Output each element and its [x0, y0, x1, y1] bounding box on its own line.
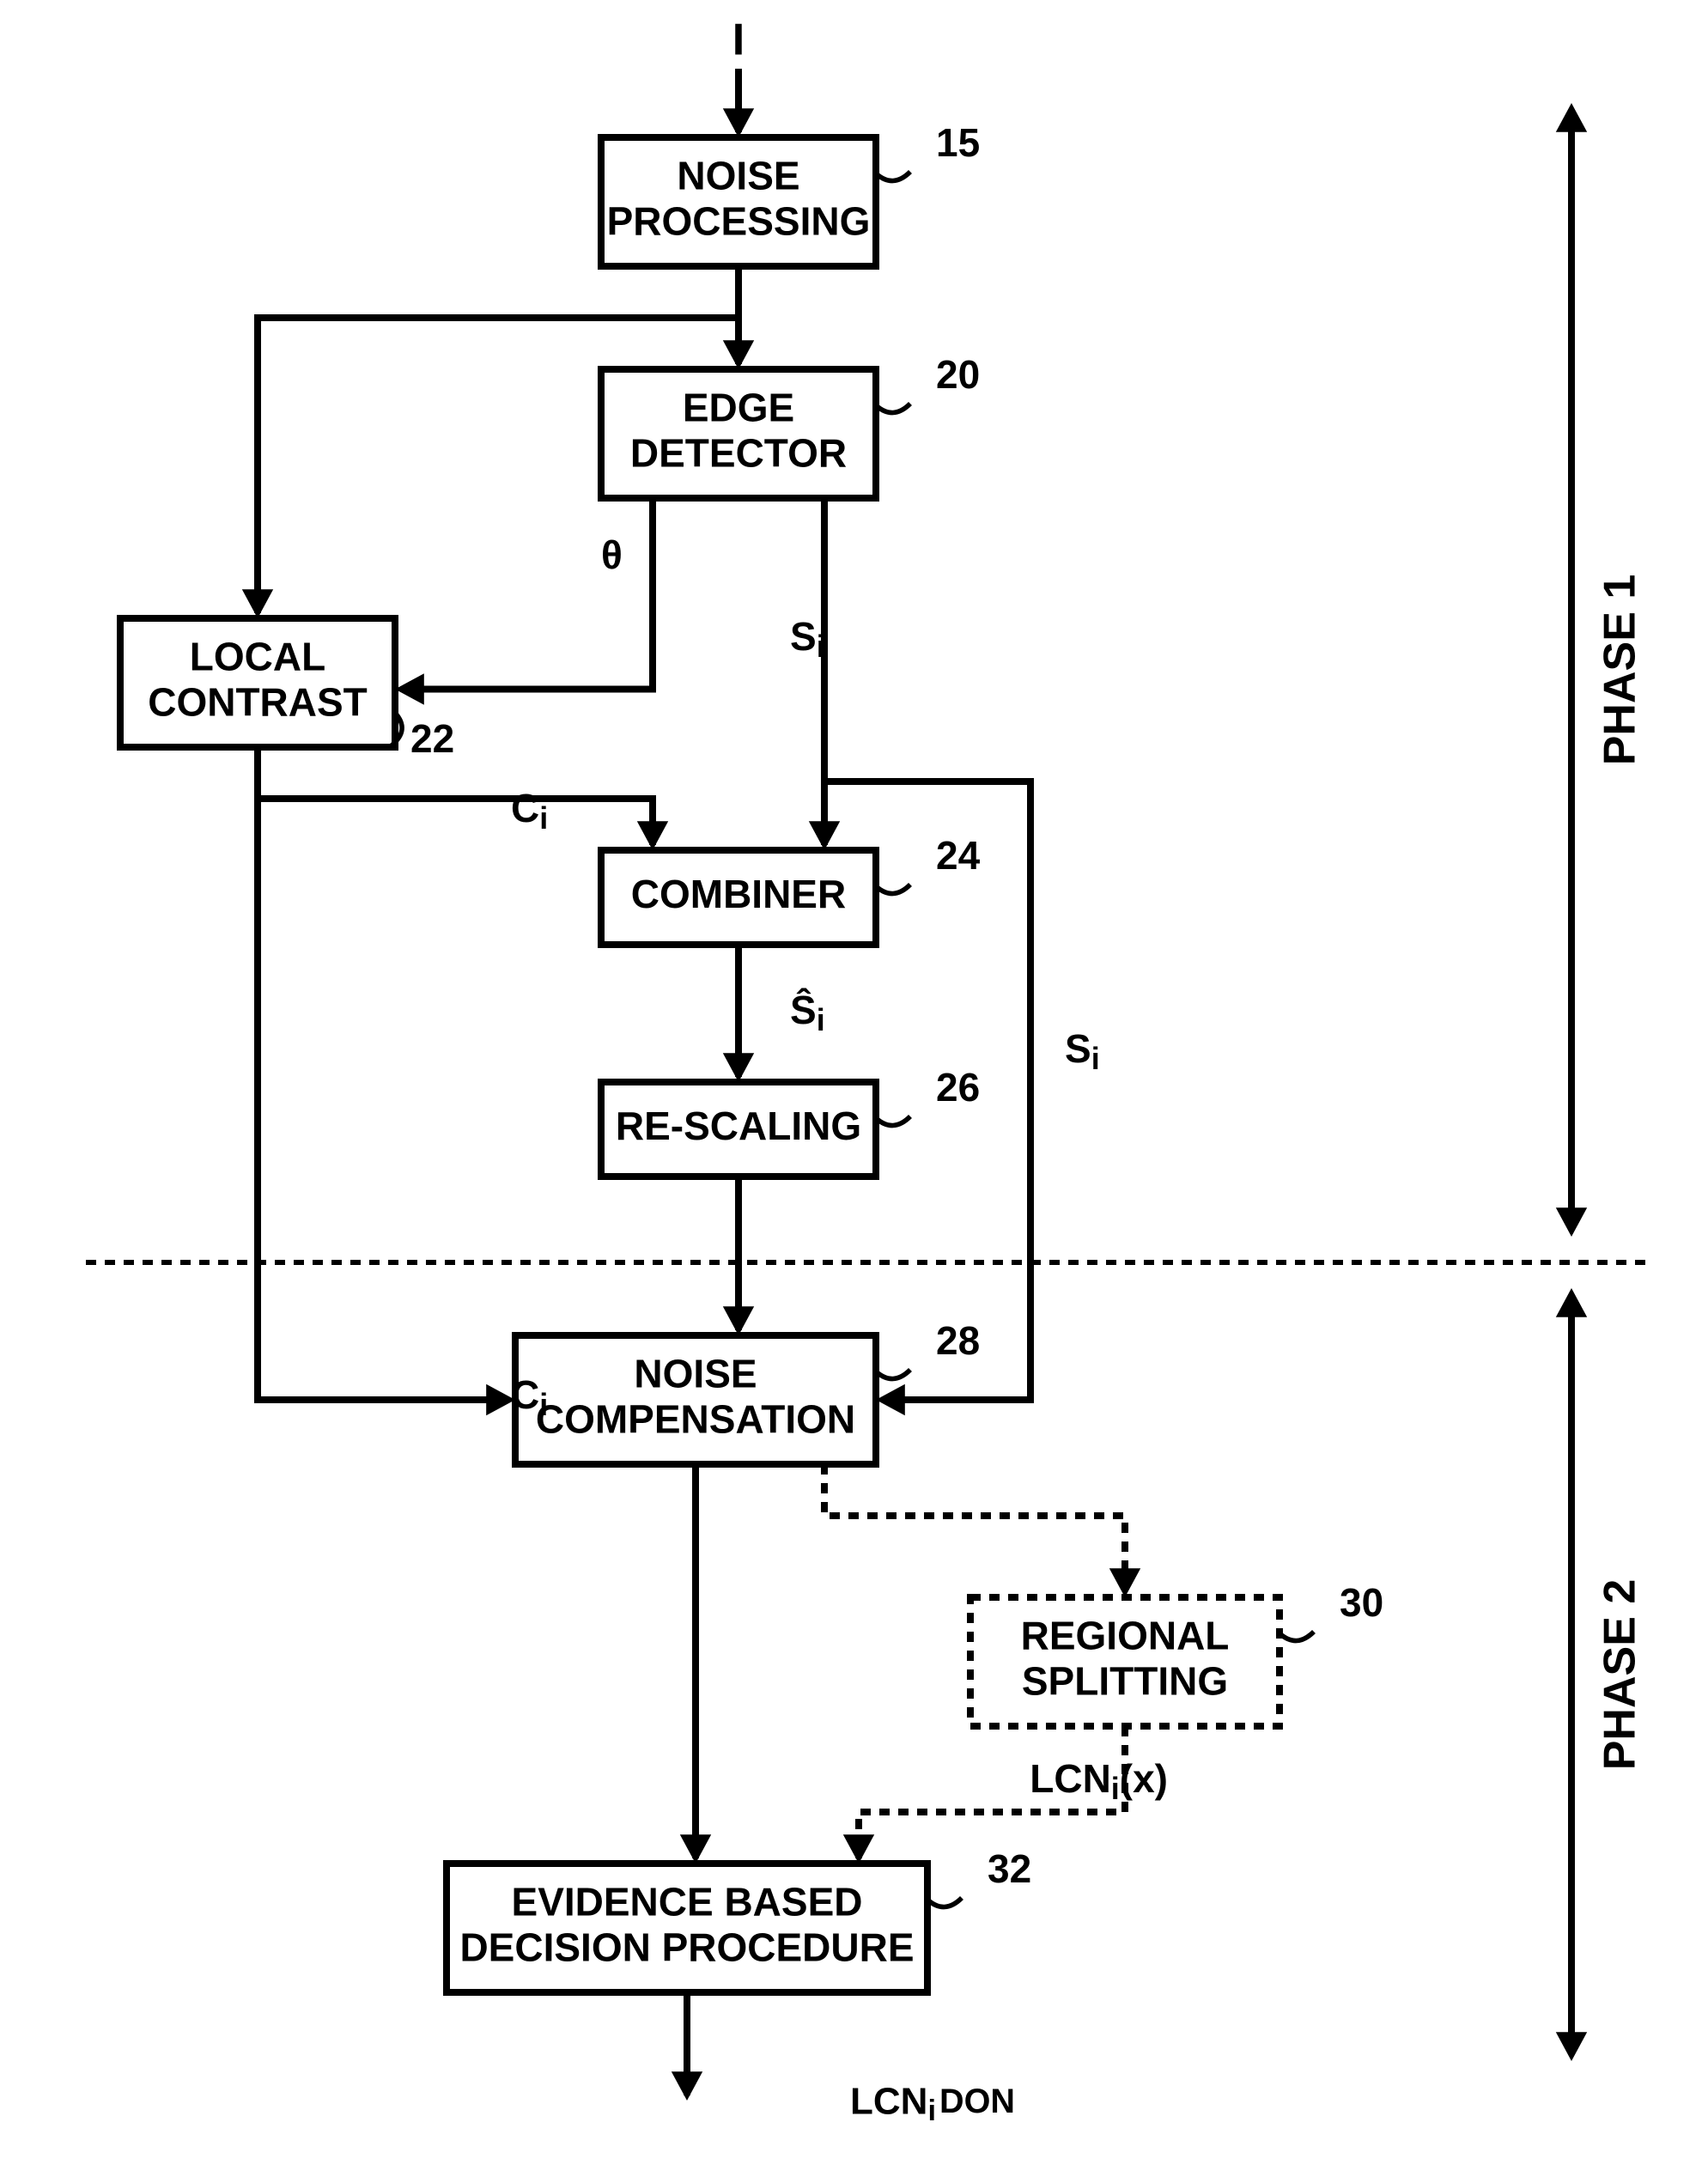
- svg-text:EVIDENCE BASED: EVIDENCE BASED: [512, 1880, 863, 1925]
- svg-text:24: 24: [936, 833, 981, 878]
- svg-text:20: 20: [936, 352, 980, 397]
- svg-text:NOISE: NOISE: [677, 154, 799, 198]
- svg-text:Ci: Ci: [511, 786, 548, 836]
- svg-text:COMPENSATION: COMPENSATION: [536, 1397, 855, 1442]
- svg-text:32: 32: [988, 1846, 1031, 1891]
- svg-text:Si: Si: [1065, 1026, 1100, 1076]
- svg-text:REGIONAL: REGIONAL: [1021, 1614, 1230, 1658]
- svg-text:PROCESSING: PROCESSING: [607, 199, 871, 244]
- svg-text:RE-SCALING: RE-SCALING: [616, 1104, 861, 1148]
- svg-text:LCNi(x): LCNi(x): [1030, 1756, 1168, 1806]
- svg-text:DECISION PROCEDURE: DECISION PROCEDURE: [459, 1925, 914, 1970]
- svg-text:LOCAL: LOCAL: [190, 635, 325, 679]
- svg-text:θ: θ: [601, 532, 623, 577]
- svg-text:28: 28: [936, 1318, 980, 1363]
- svg-text:NOISE: NOISE: [634, 1352, 757, 1396]
- svg-text:CONTRAST: CONTRAST: [148, 680, 368, 725]
- svg-text:30: 30: [1340, 1580, 1383, 1625]
- svg-text:I: I: [732, 15, 745, 65]
- svg-text:SPLITTING: SPLITTING: [1022, 1659, 1228, 1704]
- svg-text:EDGE: EDGE: [683, 386, 794, 430]
- svg-text:LCNiDON: LCNiDON: [850, 2081, 1015, 2128]
- svg-text:Si: Si: [790, 614, 825, 664]
- svg-text:Ŝi: Ŝi: [790, 988, 825, 1037]
- svg-text:22: 22: [410, 716, 454, 761]
- svg-text:PHASE 1: PHASE 1: [1596, 575, 1645, 766]
- svg-text:DETECTOR: DETECTOR: [630, 431, 847, 476]
- svg-text:15: 15: [936, 120, 980, 165]
- svg-text:COMBINER: COMBINER: [631, 872, 846, 916]
- svg-text:PHASE 2: PHASE 2: [1596, 1579, 1645, 1771]
- svg-text:26: 26: [936, 1065, 980, 1110]
